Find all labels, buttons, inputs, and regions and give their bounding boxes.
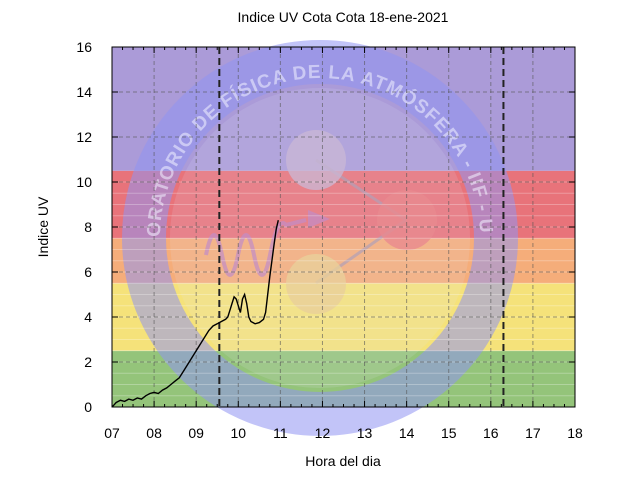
x-tick-label: 10 [230,425,246,441]
y-tick-label: 4 [84,309,92,325]
y-tick-label: 8 [84,219,92,235]
x-tick-label: 11 [273,425,288,441]
y-tick-label: 14 [76,84,92,100]
x-tick-label: 15 [441,425,457,441]
x-tick-label: 16 [483,425,499,441]
uv-series [111,220,279,408]
dashed-reference-lines [218,47,505,407]
x-tick-label: 07 [104,425,120,441]
grid-lines [112,47,575,407]
y-tick-label: 2 [84,354,92,370]
y-tick-label: 10 [76,174,92,190]
series-line-0 [111,220,279,408]
x-tick-label: 08 [146,425,162,441]
y-tick-label: 16 [76,39,92,55]
x-tick-label: 14 [399,425,415,441]
y-tick-label: 12 [76,129,92,145]
chart-title: Indice UV Cota Cota 18-ene-2021 [238,9,449,25]
x-tick-label: 09 [188,425,204,441]
plot-frame [111,46,576,408]
x-tick-label: 17 [525,425,541,441]
x-tick-labels: 07 08 09 10 11 12 13 14 15 16 17 18 [104,425,583,441]
x-tick-label: 18 [567,425,583,441]
x-axis-label: Hora del dia [305,453,381,469]
x-tick-label: 13 [357,425,373,441]
y-axis-label: Indice UV [35,196,51,257]
x-tick-label: 12 [315,425,331,441]
y-tick-label: 6 [84,264,92,280]
y-tick-labels: 0 2 4 6 8 10 12 14 16 [76,39,92,415]
y-tick-label: 0 [84,399,92,415]
